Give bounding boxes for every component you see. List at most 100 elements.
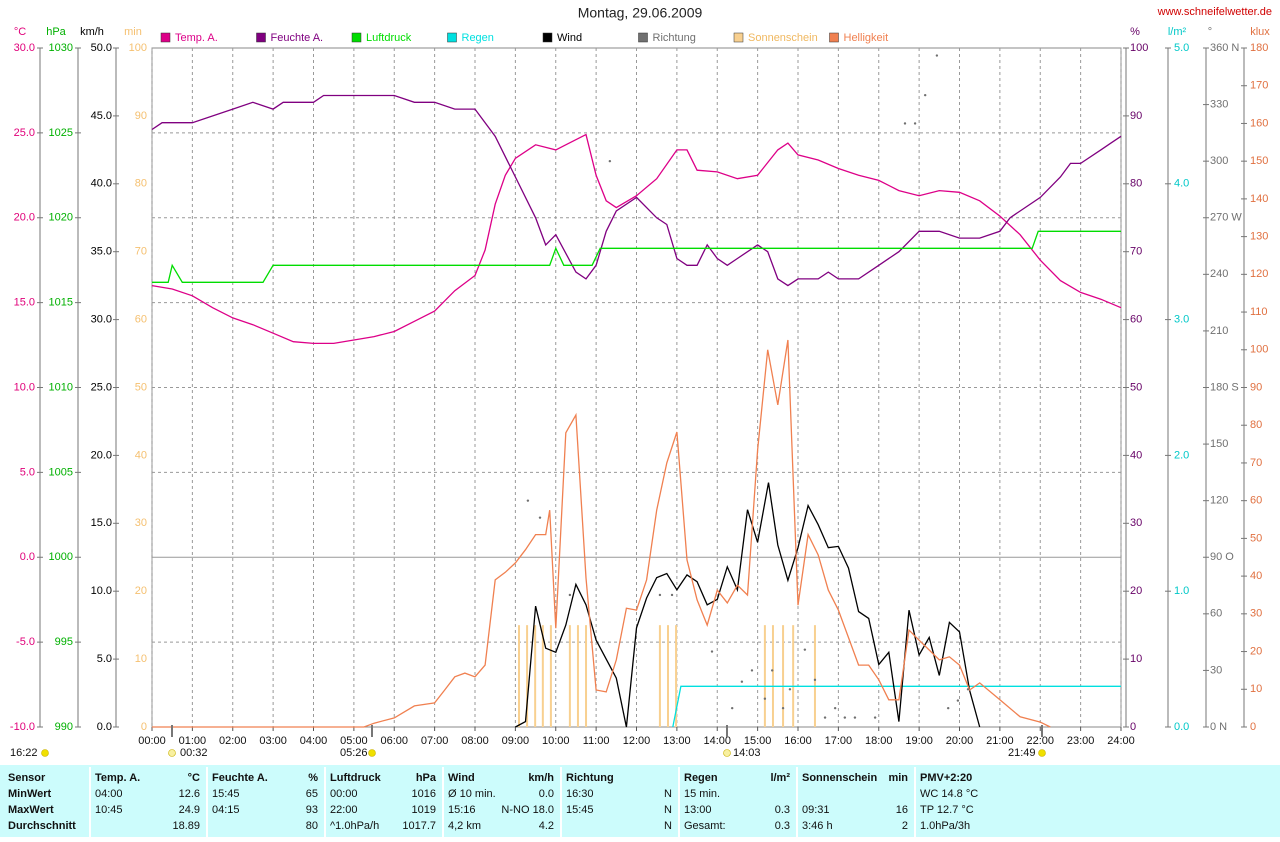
x-tick-label: 10:00 — [542, 735, 570, 747]
sunshine-bar — [585, 625, 588, 727]
table-cell: 09:31 — [802, 804, 830, 816]
y-tick-label: 25.0 — [91, 381, 112, 393]
y-tick-label: 360 N — [1210, 42, 1239, 54]
direction-dot — [568, 593, 572, 597]
x-tick-label: 03:00 — [259, 735, 287, 747]
y-tick-label: 5.0 — [20, 466, 35, 478]
direction-dot — [770, 669, 774, 672]
x-tick-label: 19:00 — [905, 735, 933, 747]
table-cell: Gesamt: — [684, 820, 726, 832]
table-cell: 3:46 h — [802, 820, 833, 832]
table-cell: 1019 — [412, 804, 436, 816]
table-cell: ^1.0hPa/h — [330, 820, 379, 832]
y-tick-label: 100 — [129, 42, 147, 54]
y-tick-label: 30 — [1250, 608, 1262, 620]
y-tick-label: 70 — [1250, 457, 1262, 469]
table-cell: 2 — [902, 820, 908, 832]
y-tick-label: 30 — [1130, 517, 1142, 529]
y-tick-label: 80 — [135, 178, 147, 190]
x-tick-label: 16:00 — [784, 735, 812, 747]
y-tick-label: 20.0 — [14, 212, 35, 224]
direction-dot — [608, 159, 612, 163]
table-cell: 24.9 — [179, 804, 200, 816]
y-tick-label: 80 — [1130, 178, 1142, 190]
legend-label: Richtung — [653, 32, 696, 44]
axis-unit: hPa — [46, 26, 66, 38]
direction-dot — [803, 648, 807, 651]
y-tick-label: 4.0 — [1174, 178, 1189, 190]
direction-dot — [730, 706, 734, 710]
y-tick-label: 10.0 — [14, 381, 35, 393]
x-tick-label: 07:00 — [421, 735, 449, 747]
direction-dot — [853, 716, 857, 719]
table-cell: hPa — [416, 772, 437, 784]
y-tick-label: 120 — [1210, 495, 1228, 507]
direction-dot — [833, 706, 837, 710]
y-tick-label: 1005 — [49, 466, 73, 478]
y-tick-label: 240 — [1210, 268, 1228, 280]
table-cell: 15:45 — [566, 804, 594, 816]
x-tick-label: 21:00 — [986, 735, 1014, 747]
table-cell: Wind — [448, 772, 475, 784]
legend-label: Wind — [557, 32, 582, 44]
x-tick-label: 24:00 — [1107, 735, 1135, 747]
y-tick-label: 0 N — [1210, 721, 1227, 733]
legend-label: Temp. A. — [175, 32, 218, 44]
table-cell: 1016 — [412, 788, 436, 800]
table-cell: Richtung — [566, 772, 614, 784]
direction-dot — [913, 122, 917, 125]
y-tick-label: 60 — [135, 314, 147, 326]
table-cell: MinWert — [8, 788, 52, 800]
table-cell: PMV+2:20 — [920, 772, 972, 784]
direction-dot — [526, 499, 530, 502]
table-cell: WC 14.8 °C — [920, 788, 978, 800]
x-tick-label: 08:00 — [461, 735, 489, 747]
y-tick-label: 0 — [141, 721, 147, 733]
y-tick-label: 60 — [1250, 495, 1262, 507]
sunshine-bar — [763, 625, 766, 727]
y-tick-label: 25.0 — [14, 127, 35, 139]
legend-swatch — [160, 32, 171, 43]
direction-dot — [781, 706, 785, 710]
x-tick-label: 13:00 — [663, 735, 691, 747]
y-tick-label: 20 — [135, 585, 147, 597]
y-tick-label: 20.0 — [91, 449, 112, 461]
table-cell: °C — [188, 772, 200, 784]
y-tick-label: 45.0 — [91, 110, 112, 122]
y-tick-label: 15.0 — [14, 297, 35, 309]
moon-icon — [723, 749, 731, 757]
x-tick-label: 09:00 — [502, 735, 530, 747]
y-tick-label: 170 — [1250, 80, 1268, 92]
table-cell: 04:00 — [95, 788, 123, 800]
y-tick-label: 20 — [1130, 585, 1142, 597]
table-cell: 00:00 — [330, 788, 358, 800]
x-tick-label: 11:00 — [583, 735, 610, 747]
table-cell: km/h — [528, 772, 554, 784]
table-cell: l/m² — [770, 772, 790, 784]
y-tick-label: 130 — [1250, 231, 1268, 243]
table-cell: 93 — [306, 804, 318, 816]
y-tick-label: 70 — [135, 246, 147, 258]
direction-dot — [843, 716, 847, 719]
x-tick-label: 12:00 — [623, 735, 651, 747]
x-tick-label: 00:00 — [138, 735, 166, 747]
y-tick-label: 995 — [55, 636, 73, 648]
event-time: 05:26 — [340, 747, 368, 759]
sun-icon — [1038, 749, 1046, 757]
y-tick-label: 0.0 — [1174, 721, 1189, 733]
y-tick-label: 40 — [1130, 449, 1142, 461]
y-tick-label: 1025 — [49, 127, 73, 139]
table-cell: MaxWert — [8, 804, 54, 816]
sunshine-bar — [771, 625, 774, 727]
table-cell: 22:00 — [330, 804, 358, 816]
table-cell: 16:30 — [566, 788, 594, 800]
table-cell: 12.6 — [179, 788, 200, 800]
sun-icon — [41, 749, 49, 757]
table-cell: 65 — [306, 788, 318, 800]
x-tick-label: 17:00 — [825, 735, 853, 747]
table-cell: 15:16 — [448, 804, 476, 816]
y-tick-label: 20 — [1250, 645, 1262, 657]
sun-icon — [368, 749, 376, 757]
y-tick-label: 35.0 — [91, 246, 112, 258]
series-line — [152, 339, 1051, 728]
